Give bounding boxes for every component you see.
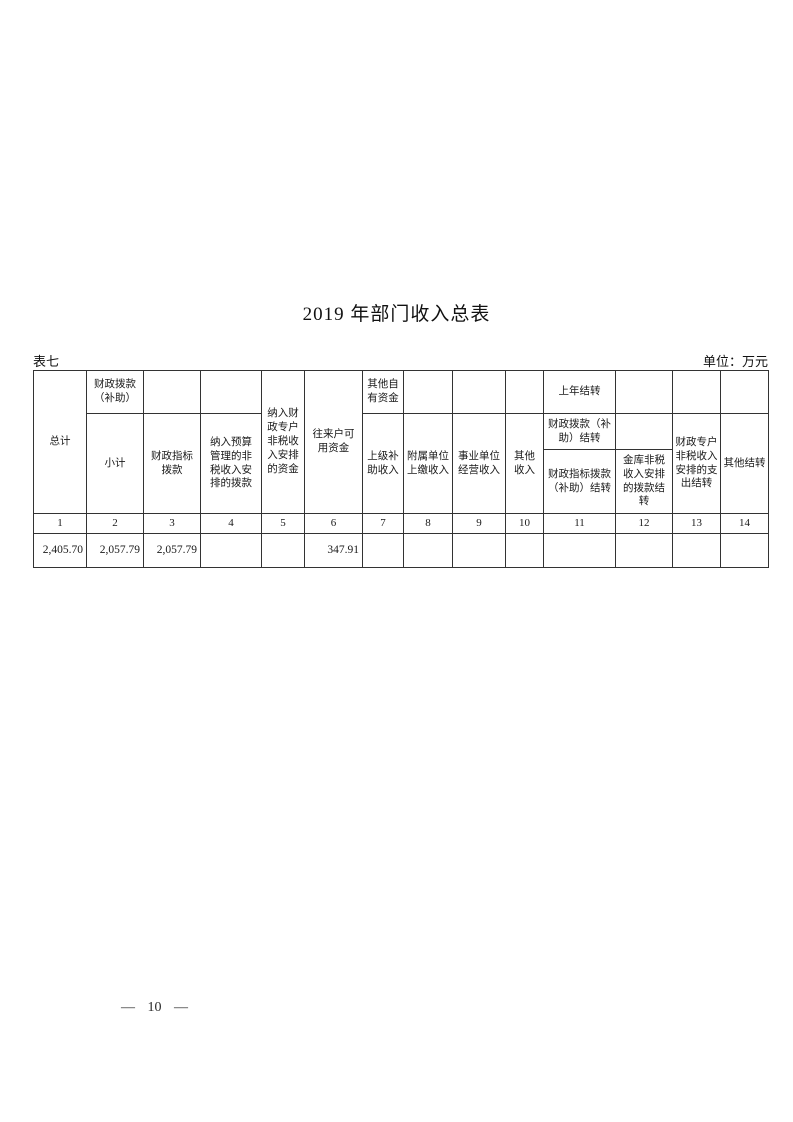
column-number-cell: 2 bbox=[86, 513, 144, 534]
data-cell-fiscal-special-nontax-carryover bbox=[672, 533, 721, 568]
income-summary-table: 总计 财政拨款 （补助） 纳入财 政专户 非税收 入安排 的资金 往来户可 用资… bbox=[33, 370, 769, 568]
header-cell-prev-year-carryover-group: 上年结转 bbox=[543, 370, 616, 414]
column-number-cell: 1 bbox=[33, 513, 87, 534]
table-number-label: 表七 bbox=[33, 354, 60, 369]
header-cell-fiscal-grant-carryover: 财政拨款（补 助）结转 bbox=[543, 413, 616, 450]
header-cell-empty bbox=[143, 370, 201, 414]
header-cell-other-own-funds-group: 其他自 有资金 bbox=[362, 370, 404, 414]
data-cell-other-income bbox=[505, 533, 544, 568]
column-number-cell: 13 bbox=[672, 513, 721, 534]
header-cell-fiscal-index-grant: 财政指标 拨款 bbox=[143, 413, 201, 514]
column-number-cell: 3 bbox=[143, 513, 201, 534]
column-number-cell: 9 bbox=[452, 513, 506, 534]
table-meta-row: 表七 单位：万元 bbox=[33, 351, 768, 370]
data-cell-business-operation-income bbox=[452, 533, 506, 568]
data-row: 2,405.70 2,057.79 2,057.79 347.91 bbox=[33, 533, 769, 568]
header-cell-empty bbox=[200, 370, 262, 414]
header-cell-empty bbox=[403, 370, 453, 414]
data-cell-fiscal-grant-carryover bbox=[543, 533, 616, 568]
header-cell-fiscal-grant-group: 财政拨款 （补助） bbox=[86, 370, 144, 414]
header-cell-fiscal-special-nontax-carryover: 财政专户 非税收入 安排的支 出结转 bbox=[672, 413, 721, 514]
column-number-cell: 10 bbox=[505, 513, 544, 534]
unit-label: 单位：万元 bbox=[702, 354, 768, 369]
header-cell-other-carryover: 其他结转 bbox=[720, 413, 769, 514]
column-number-cell: 14 bbox=[720, 513, 769, 534]
header-cell-treasury-nontax-carryover: 金库非税 收入安排 的拨款结 转 bbox=[615, 449, 673, 514]
header-row-middle: 小计 财政指标 拨款 纳入预算 管理的非 税收入安 排的拨款 上级补 助收入 附… bbox=[34, 413, 769, 514]
header-cell-higher-level-subsidy: 上级补 助收入 bbox=[362, 413, 404, 514]
column-number-cell: 8 bbox=[403, 513, 453, 534]
page-title: 2019 年部门收入总表 bbox=[302, 304, 491, 325]
data-cell-other-carryover bbox=[720, 533, 769, 568]
data-cell-current-account-fund: 347.91 bbox=[304, 533, 363, 568]
page-number: — 10 — bbox=[121, 1000, 188, 1015]
column-number-cell: 11 bbox=[543, 513, 616, 534]
header-row-top: 总计 财政拨款 （补助） 纳入财 政专户 非税收 入安排 的资金 往来户可 用资… bbox=[33, 370, 769, 514]
data-cell-fiscal-special-nontax-fund bbox=[261, 533, 305, 568]
column-number-cell: 12 bbox=[615, 513, 673, 534]
header-cell-empty bbox=[615, 370, 673, 414]
column-number-cell: 5 bbox=[261, 513, 305, 534]
column-number-cell: 7 bbox=[362, 513, 404, 534]
data-cell-affiliated-unit-income bbox=[403, 533, 453, 568]
header-cell-business-operation-income: 事业单位 经营收入 bbox=[452, 413, 506, 514]
column-number-cell: 6 bbox=[304, 513, 363, 534]
header-cell-fiscal-special-nontax-fund: 纳入财 政专户 非税收 入安排 的资金 bbox=[261, 370, 305, 514]
header-cell-total: 总计 bbox=[33, 370, 87, 514]
column-number-cell: 4 bbox=[200, 513, 262, 534]
header-cell-fiscal-index-grant-carryover: 财政指标拨款 （补助）结转 bbox=[543, 449, 616, 514]
header-cell-budget-nontax-grant: 纳入预算 管理的非 税收入安 排的拨款 bbox=[200, 413, 262, 514]
header-cell-current-account-fund: 往来户可 用资金 bbox=[304, 370, 363, 514]
header-cell-other-income: 其他 收入 bbox=[505, 413, 544, 514]
header-row-bottom: 财政指标拨款 （补助）结转 金库非税 收入安排 的拨款结 转 bbox=[34, 449, 769, 514]
header-cell-empty bbox=[452, 370, 506, 414]
header-cell-empty bbox=[505, 370, 544, 414]
header-cell-empty bbox=[672, 370, 721, 414]
data-cell-treasury-nontax-carryover bbox=[615, 533, 673, 568]
header-cell-subtotal: 小计 bbox=[86, 413, 144, 514]
data-cell-subtotal: 2,057.79 bbox=[86, 533, 144, 568]
header-cell-empty bbox=[720, 370, 769, 414]
data-cell-fiscal-index-grant: 2,057.79 bbox=[143, 533, 201, 568]
data-cell-budget-nontax-grant bbox=[200, 533, 262, 568]
column-number-row: 1 2 3 4 5 6 7 8 9 10 11 12 13 14 bbox=[33, 513, 769, 534]
header-cell-affiliated-unit-income: 附属单位 上缴收入 bbox=[403, 413, 453, 514]
data-cell-higher-level-subsidy bbox=[362, 533, 404, 568]
data-cell-total: 2,405.70 bbox=[33, 533, 87, 568]
header-cell-empty bbox=[615, 413, 673, 450]
